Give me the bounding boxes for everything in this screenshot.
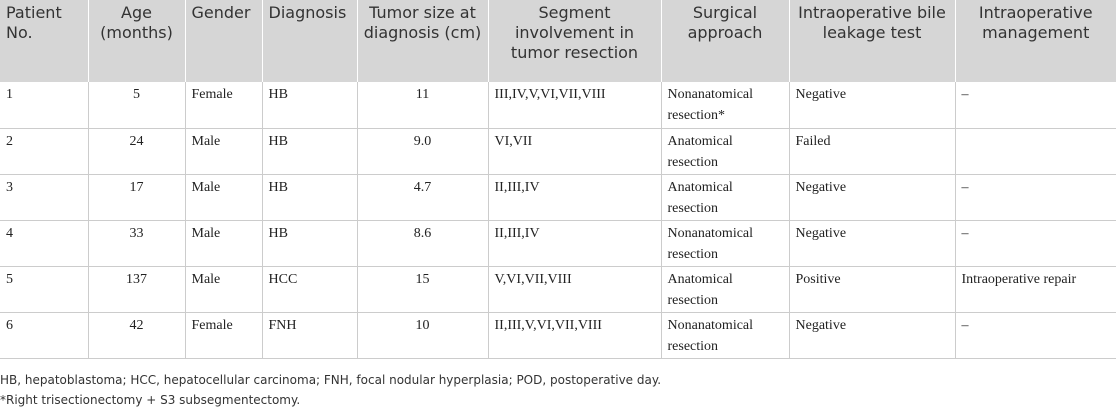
- table-cell: –: [954, 220, 1116, 267]
- column-header: Intraoperative management: [954, 0, 1116, 82]
- table-cell: Negative: [788, 82, 955, 129]
- column-header: Intraoperative bile leakage test: [788, 0, 955, 82]
- table-cell: 11: [356, 82, 488, 129]
- column-header: Age (months): [87, 0, 185, 82]
- table-body: 1 5 Female HB 11 III,IV,V,VI,VII,VIII Nonanato…: [0, 82, 1116, 359]
- table-cell: Male: [184, 174, 262, 221]
- table-cell: V,VI,VII,VIII: [487, 266, 661, 313]
- table-row: 5 137 Male HCC 15 V,VI,VII,VIII Anatomical res…: [0, 266, 1116, 313]
- table-cell: Positive: [788, 266, 955, 313]
- table-cell: 33: [87, 220, 185, 267]
- table-cell: 42: [87, 312, 185, 359]
- table-cell: 137: [87, 266, 185, 313]
- table-row: 2 24 Male HB 9.0 VI,VII Anatomical resection Fa…: [0, 128, 1116, 175]
- table-cell: Nonanatomical resection: [660, 220, 789, 267]
- table-cell: Male: [184, 128, 262, 175]
- table-cell: FNH: [261, 312, 357, 359]
- table-cell: HB: [261, 82, 357, 129]
- table-cell: –: [954, 174, 1116, 221]
- table-cell: Intraoperative repair: [954, 266, 1116, 313]
- data-table: Patient No. Age (months) Gender Diagnosis Tu…: [0, 0, 1116, 359]
- table-row: 6 42 Female FNH 10 II,III,V,VI,VII,VIII Nonana…: [0, 312, 1116, 359]
- table-cell: 4.7: [356, 174, 488, 221]
- table-cell: [954, 128, 1116, 175]
- table-cell: Anatomical resection: [660, 174, 789, 221]
- column-header: Surgical approach: [660, 0, 789, 82]
- column-header: Diagnosis: [261, 0, 357, 82]
- table-cell: II,III,V,VI,VII,VIII: [487, 312, 661, 359]
- footnote: *Right trisectionectomy + S3 subsegmente…: [0, 393, 301, 407]
- table-cell: 9.0: [356, 128, 488, 175]
- table-cell: Negative: [788, 174, 955, 221]
- table-cell: 10: [356, 312, 488, 359]
- column-header: Patient No.: [0, 0, 88, 82]
- table-cell: 5: [87, 82, 185, 129]
- footnote: HB, hepatoblastoma; HCC, hepatocellular …: [0, 373, 662, 387]
- table-cell: III,IV,V,VI,VII,VIII: [487, 82, 661, 129]
- table-cell: Female: [184, 312, 262, 359]
- column-header: Gender: [184, 0, 262, 82]
- table-cell: 24: [87, 128, 185, 175]
- table-cell: Nonanatomical resection: [660, 312, 789, 359]
- table-cell: Anatomical resection: [660, 128, 789, 175]
- table-cell: 5: [0, 266, 88, 313]
- table-cell: Nonanatomical resection*: [660, 82, 789, 129]
- table-cell: 8.6: [356, 220, 488, 267]
- table-cell: Male: [184, 266, 262, 313]
- table-cell: Anatomical resection: [660, 266, 789, 313]
- column-header: Tumor size at diagnosis (cm): [356, 0, 488, 82]
- table-cell: 15: [356, 266, 488, 313]
- table-cell: Negative: [788, 220, 955, 267]
- table-cell: Male: [184, 220, 262, 267]
- table-cell: –: [954, 82, 1116, 129]
- table-cell: HB: [261, 174, 357, 221]
- table-cell: Female: [184, 82, 262, 129]
- table-cell: 4: [0, 220, 88, 267]
- table-cell: Negative: [788, 312, 955, 359]
- table-cell: HB: [261, 128, 357, 175]
- table-cell: II,III,IV: [487, 220, 661, 267]
- table-row: 1 5 Female HB 11 III,IV,V,VI,VII,VIII Nonanato…: [0, 82, 1116, 129]
- table-cell: HB: [261, 220, 357, 267]
- header-row: Patient No. Age (months) Gender Diagnosis Tu…: [0, 0, 1116, 82]
- table-cell: 17: [87, 174, 185, 221]
- table-cell: HCC: [261, 266, 357, 313]
- table-cell: 2: [0, 128, 88, 175]
- table-cell: II,III,IV: [487, 174, 661, 221]
- table-cell: 6: [0, 312, 88, 359]
- table-cell: VI,VII: [487, 128, 661, 175]
- table-cell: –: [954, 312, 1116, 359]
- table-row: 3 17 Male HB 4.7 II,III,IV Anatomical resectio…: [0, 174, 1116, 221]
- table-row: 4 33 Male HB 8.6 II,III,IV Nonanatomical resec…: [0, 220, 1116, 267]
- table-cell: 3: [0, 174, 88, 221]
- table-cell: Failed: [788, 128, 955, 175]
- column-header: Segment involvement in tumor resection: [487, 0, 661, 82]
- table-cell: 1: [0, 82, 88, 129]
